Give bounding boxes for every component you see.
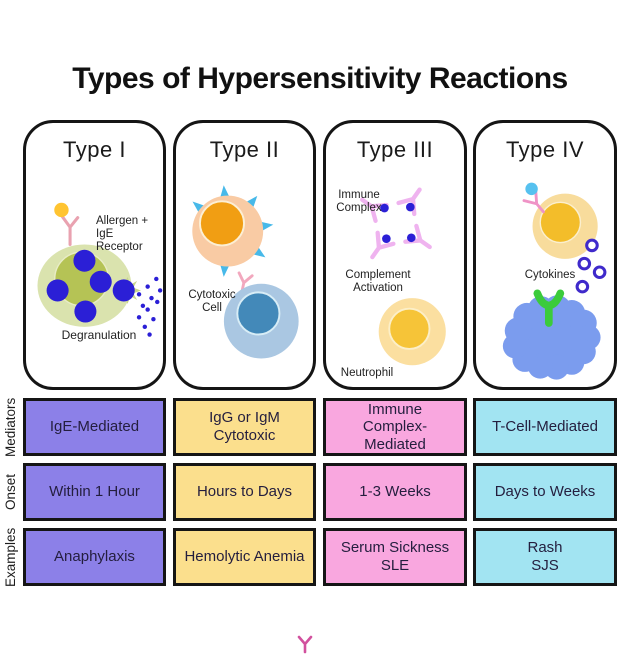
mast-cell-icon [37, 244, 141, 327]
cell-onset-type3: 1-3 Weeks [323, 463, 467, 521]
immune-complex-icon [357, 184, 436, 263]
row-label-examples: Examples [3, 527, 18, 587]
cell-onset-type2: Hours to Days [173, 463, 316, 521]
cytokines-label: Cytokines [524, 269, 576, 281]
type4-title: Type IV [505, 137, 585, 162]
degranulation-label: Degranulation [61, 328, 137, 342]
t-cell-icon [532, 193, 598, 259]
cytotoxic-cell-icon [223, 283, 299, 359]
cytokine-ring-icon [575, 238, 607, 294]
type1-illustration [37, 202, 163, 337]
panel-type-3: Type III Immune Complex Complement Activ… [323, 120, 467, 390]
granule-icon [46, 249, 135, 323]
cell-onset-type4: Days to Weeks [473, 463, 617, 521]
neutrophil-icon [378, 298, 446, 366]
type3-illustration [326, 123, 446, 366]
cell-onset-type1: Within 1 Hour [23, 463, 166, 521]
footer-antibody-logo-icon [297, 635, 313, 654]
antigen-icon [525, 182, 538, 196]
cell-examples-type4: Rash SJS [473, 528, 617, 586]
complement-dot-icon [380, 202, 416, 244]
type2-title: Type II [209, 137, 280, 162]
cell-mediators-type4: T-Cell-Mediated [473, 398, 617, 456]
cell-mediators-type2: IgG or IgM Cytotoxic [173, 398, 316, 456]
type4-illustration [502, 182, 607, 380]
panel-type-4: Type IV Cytokines [473, 120, 617, 390]
row-label-onset: Onset [3, 473, 18, 511]
row-label-mediators: Mediators [3, 397, 18, 457]
cytotoxic-cell-label: Cytotoxic Cell [188, 289, 236, 314]
degranulation-dots-icon [136, 276, 163, 337]
macrophage-icon [502, 295, 601, 380]
type2-illustration [192, 185, 299, 359]
cell-examples-type2: Hemolytic Anemia [173, 528, 316, 586]
cell-examples-type3: Serum Sickness SLE [323, 528, 467, 586]
complement-activation-label: Complement Activation [345, 269, 411, 294]
cell-mediators-type1: IgE-Mediated [23, 398, 166, 456]
type1-title: Type I [63, 137, 126, 162]
immune-complex-label: Immune Complex [336, 189, 382, 214]
neutrophil-label: Neutrophil [340, 367, 394, 379]
cell-mediators-type3: Immune Complex- Mediated [323, 398, 467, 456]
allergen-label: Allergen + IgE Receptor [96, 215, 149, 253]
panel-type-2: Type II Cytotoxic Cell [173, 120, 316, 390]
ige-receptor-icon [60, 215, 80, 246]
antibody-coated-cell-icon [192, 195, 264, 267]
type3-title: Type III [356, 137, 434, 162]
cell-examples-type1: Anaphylaxis [23, 528, 166, 586]
panel-type-1: Type I Allergen + IgE Receptor Degranula… [23, 120, 166, 390]
page-title: Types of Hypersensitivity Reactions [72, 62, 568, 95]
green-receptor-icon [533, 289, 565, 327]
allergen-icon [54, 202, 69, 218]
